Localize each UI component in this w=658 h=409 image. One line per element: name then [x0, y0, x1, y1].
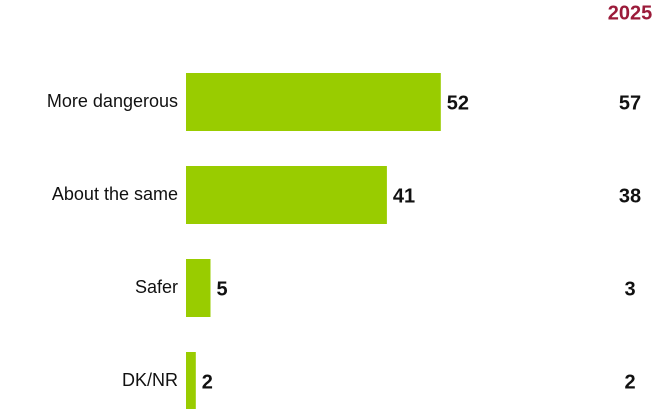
bar [186, 352, 196, 409]
comparison-value: 57 [619, 92, 641, 114]
category-label: More dangerous [47, 91, 178, 111]
value-label: 5 [217, 278, 228, 300]
comparison-value: 3 [624, 278, 635, 300]
comparison-value: 2 [624, 371, 635, 393]
value-label: 41 [393, 185, 415, 207]
value-label: 2 [202, 371, 213, 393]
bar [186, 166, 387, 224]
category-label: DK/NR [122, 370, 178, 390]
value-label: 52 [447, 92, 469, 114]
bar [186, 259, 211, 317]
comparison-value: 38 [619, 185, 641, 207]
bar [186, 73, 441, 131]
category-label: Safer [135, 277, 178, 297]
category-label: About the same [52, 184, 178, 204]
column-title: 2025 [608, 2, 653, 24]
